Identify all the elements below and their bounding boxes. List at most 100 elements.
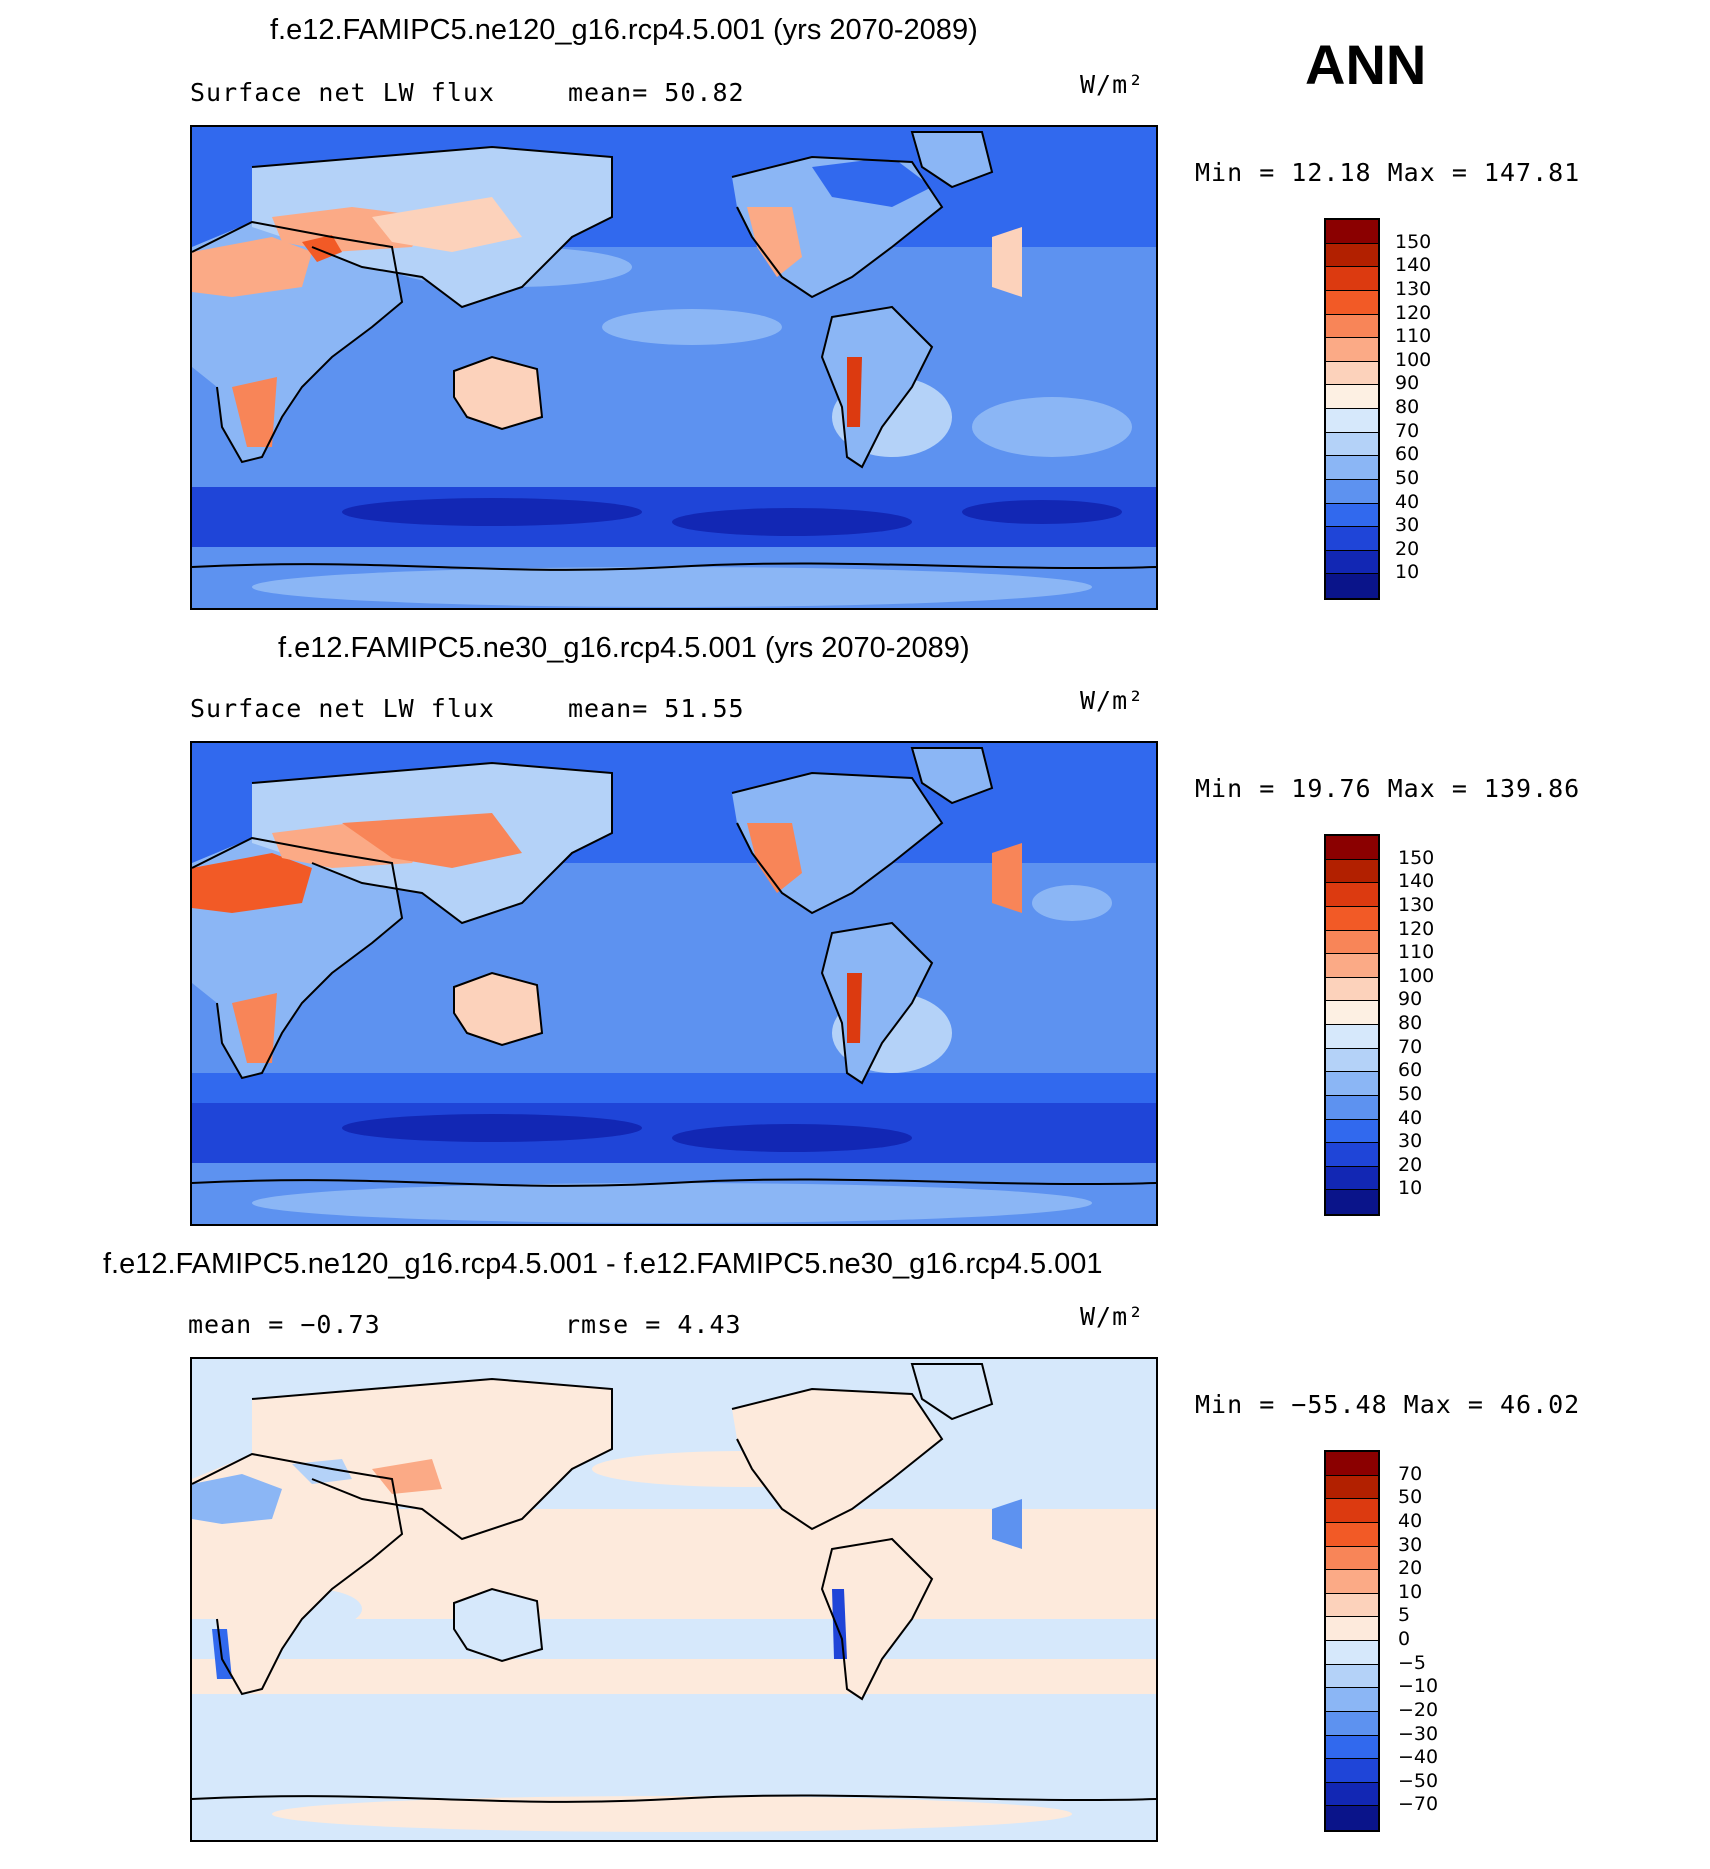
colorbar-tick-label: 110: [1398, 941, 1435, 964]
panel1-title: f.e12.FAMIPC5.ne120_g16.rcp4.5.001 (yrs …: [270, 14, 978, 46]
colorbar-cell: [1326, 1095, 1378, 1120]
colorbar-cell: [1326, 906, 1378, 931]
colorbar-cell: [1326, 1143, 1378, 1167]
colorbar-tick-label: 140: [1398, 870, 1435, 893]
panel3-mean-label: mean = −0.73: [188, 1310, 381, 1339]
colorbar-cell: [1326, 1759, 1378, 1783]
panel3-rmse-label: rmse = 4.43: [565, 1310, 742, 1339]
colorbar-cell: [1326, 1048, 1378, 1073]
panel2-variable-label: Surface net LW flux: [190, 694, 495, 723]
panel2-map: [190, 741, 1158, 1226]
colorbar-cell: [1326, 1711, 1378, 1736]
panel3-colorbar: [1324, 1450, 1380, 1832]
colorbar-tick-label: 90: [1395, 372, 1420, 395]
colorbar-cell: [1326, 1546, 1378, 1571]
colorbar-cell: [1326, 361, 1378, 386]
colorbar-cell: [1326, 1499, 1378, 1523]
colorbar-cell: [1326, 1475, 1378, 1500]
colorbar-tick-label: 150: [1395, 230, 1432, 253]
colorbar-tick-label: 100: [1398, 964, 1435, 987]
colorbar-tick-label: 40: [1395, 490, 1420, 513]
panel2-map-svg: [192, 743, 1156, 1224]
colorbar-cell: [1326, 432, 1378, 457]
colorbar-tick-label: 30: [1398, 1130, 1423, 1153]
panel1-map-svg: [192, 127, 1156, 608]
colorbar-tick-label: 120: [1398, 917, 1435, 940]
colorbar-tick-label: 40: [1398, 1106, 1423, 1129]
colorbar-tick-label: 130: [1395, 277, 1432, 300]
colorbar-cell: [1326, 1782, 1378, 1807]
colorbar-tick-label: 10: [1395, 561, 1420, 584]
colorbar-cell: [1326, 1522, 1378, 1547]
colorbar-tick-label: 20: [1398, 1557, 1423, 1580]
colorbar-cell: [1326, 338, 1378, 362]
panel3-map: [190, 1357, 1158, 1842]
panel3-title: f.e12.FAMIPC5.ne120_g16.rcp4.5.001 - f.e…: [103, 1248, 1103, 1280]
panel1-mean-label: mean= 50.82: [568, 78, 745, 107]
colorbar-tick-label: −40: [1398, 1746, 1439, 1769]
colorbar-tick-label: 40: [1398, 1509, 1423, 1532]
colorbar-cell: [1326, 1688, 1378, 1712]
panel1-variable-label: Surface net LW flux: [190, 78, 495, 107]
colorbar-tick-label: −10: [1398, 1675, 1439, 1698]
panel3-units-label: W/m²: [1080, 1302, 1145, 1331]
colorbar-cell: [1326, 409, 1378, 433]
colorbar-tick-label: −50: [1398, 1769, 1439, 1792]
colorbar-tick-label: −30: [1398, 1722, 1439, 1745]
panel1-map: [190, 125, 1158, 610]
colorbar-tick-label: 30: [1395, 514, 1420, 537]
colorbar-tick-label: 80: [1398, 1012, 1423, 1034]
colorbar-cell: [1326, 1593, 1378, 1618]
colorbar-tick-label: 50: [1395, 466, 1420, 489]
colorbar-cell: [1326, 1452, 1378, 1476]
colorbar-cell: [1326, 385, 1378, 409]
colorbar-tick-label: 130: [1398, 893, 1435, 916]
panel2-colorbar: [1324, 834, 1380, 1216]
colorbar-cell: [1326, 550, 1378, 575]
colorbar-tick-label: 30: [1398, 1533, 1423, 1556]
colorbar-cell: [1326, 290, 1378, 315]
colorbar-tick-label: 60: [1398, 1059, 1423, 1082]
colorbar-tick-label: 70: [1398, 1035, 1423, 1058]
colorbar-tick-label: 50: [1398, 1082, 1423, 1105]
colorbar-cell: [1326, 977, 1378, 1002]
colorbar-cell: [1326, 220, 1378, 244]
colorbar-tick-label: 140: [1395, 254, 1432, 277]
colorbar-cell: [1326, 574, 1378, 598]
colorbar-cell: [1326, 859, 1378, 884]
panel3-minmax-label: Min = −55.48 Max = 46.02: [1195, 1390, 1581, 1419]
colorbar-tick-label: −5: [1398, 1651, 1427, 1674]
panel3-colorbar-labels: 70 50 40 30 20 10 5 0 −5 −10 −20 −30 −40 −50 −70: [1398, 1450, 1478, 1832]
colorbar-cell: [1326, 1190, 1378, 1214]
colorbar-cell: [1326, 1072, 1378, 1096]
colorbar-cell: [1326, 314, 1378, 339]
colorbar-cell: [1326, 527, 1378, 551]
colorbar-cell: [1326, 1806, 1378, 1830]
colorbar-cell: [1326, 1001, 1378, 1025]
colorbar-tick-label: 5: [1398, 1604, 1411, 1627]
colorbar-cell: [1326, 267, 1378, 291]
panel2-title: f.e12.FAMIPC5.ne30_g16.rcp4.5.001 (yrs 2…: [278, 632, 970, 664]
colorbar-tick-label: 0: [1398, 1628, 1411, 1650]
colorbar-tick-label: 10: [1398, 1580, 1423, 1603]
panel2-minmax-label: Min = 19.76 Max = 139.86: [1195, 774, 1581, 803]
colorbar-tick-label: 20: [1398, 1153, 1423, 1176]
panel1-colorbar: [1324, 218, 1380, 600]
colorbar-cell: [1326, 954, 1378, 978]
colorbar-cell: [1326, 930, 1378, 955]
colorbar-tick-label: 10: [1398, 1177, 1423, 1200]
colorbar-tick-label: 100: [1395, 348, 1432, 371]
colorbar-cell: [1326, 1641, 1378, 1665]
colorbar-tick-label: 110: [1395, 325, 1432, 348]
colorbar-tick-label: 70: [1395, 419, 1420, 442]
colorbar-tick-label: 90: [1398, 988, 1423, 1011]
colorbar-tick-label: −20: [1398, 1698, 1439, 1721]
colorbar-cell: [1326, 1664, 1378, 1689]
colorbar-cell: [1326, 1735, 1378, 1760]
panel1-minmax-label: Min = 12.18 Max = 147.81: [1195, 158, 1581, 187]
colorbar-cell: [1326, 503, 1378, 528]
colorbar-tick-label: −70: [1398, 1793, 1439, 1816]
colorbar-tick-label: 120: [1395, 301, 1432, 324]
colorbar-tick-label: 20: [1395, 537, 1420, 560]
colorbar-cell: [1326, 1166, 1378, 1191]
